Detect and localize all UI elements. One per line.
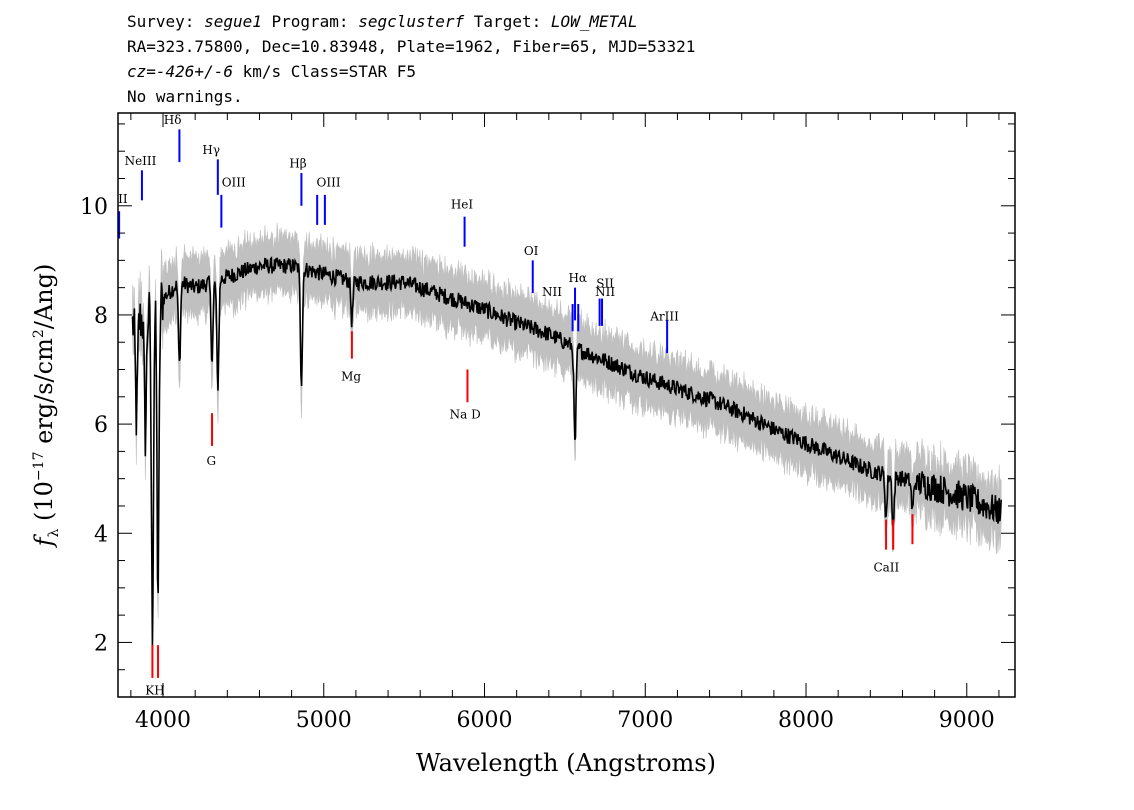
program-name: segclusterf — [358, 12, 465, 31]
x-tick-label: 4000 — [135, 708, 191, 733]
emission-line-label: Hδ — [164, 113, 182, 127]
header-line-redshift: cz=-426+/-6 km/s Class=STAR F5 — [127, 62, 416, 81]
absorption-line-label: KH — [145, 683, 164, 697]
x-tick-label: 8000 — [778, 708, 834, 733]
emission-line-label: OIII — [222, 176, 246, 190]
absorption-line-label: CaII — [873, 560, 899, 574]
x-axis-title: Wavelength (Angstroms) — [416, 749, 716, 777]
emission-line-label: NeIII — [125, 154, 157, 168]
absorption-line-label: Na D — [450, 408, 481, 422]
y-axis-title: fλ (10−17 erg/s/cm2/Ang) — [30, 264, 62, 549]
flux-line — [131, 256, 1002, 650]
emission-line-label: Hα — [568, 271, 587, 285]
survey-name: segue1 — [204, 12, 262, 31]
header-line-survey: Survey: segue1 Program: segclusterf Targ… — [127, 12, 638, 31]
x-tick-label: 5000 — [296, 708, 352, 733]
flux-series — [131, 256, 1002, 650]
y-tick-label: 10 — [80, 195, 108, 220]
x-tick-label: 9000 — [939, 708, 995, 733]
cz-value: cz=-426+/-6 — [127, 62, 233, 81]
emission-line-label: OI — [524, 244, 539, 258]
absorption-line-label: Mg — [341, 369, 361, 383]
emission-line-label: ArIII — [649, 309, 679, 323]
emission-line-label: Hγ — [202, 143, 220, 157]
emission-line-label: NII — [542, 285, 562, 299]
emission-line-label: NII — [595, 285, 615, 299]
y-tick-label: 4 — [94, 522, 108, 547]
target-name: LOW_METAL — [550, 12, 638, 31]
absorption-line-label: G — [206, 454, 216, 468]
emission-line-label: HeI — [451, 198, 474, 212]
emission-line-label: II — [118, 192, 128, 206]
header-line-warnings: No warnings. — [127, 87, 243, 106]
error-band — [132, 222, 1002, 672]
emission-line-label: SII — [596, 277, 614, 291]
error-band-series — [132, 222, 1002, 672]
emission-line-label: OIII — [317, 176, 341, 190]
header-line-coordinates: RA=323.75800, Dec=10.83948, Plate=1962, … — [127, 37, 696, 56]
emission-line-label: Hβ — [289, 157, 306, 171]
y-tick-label: 6 — [94, 413, 108, 438]
x-tick-label: 7000 — [617, 708, 673, 733]
y-tick-label: 2 — [94, 631, 108, 656]
x-tick-label: 6000 — [457, 708, 513, 733]
y-tick-label: 8 — [94, 304, 108, 329]
axes: 4000 5000 6000 7000 8000 9000 2 4 6 8 10 — [80, 113, 1015, 733]
plot-frame — [117, 112, 1016, 698]
